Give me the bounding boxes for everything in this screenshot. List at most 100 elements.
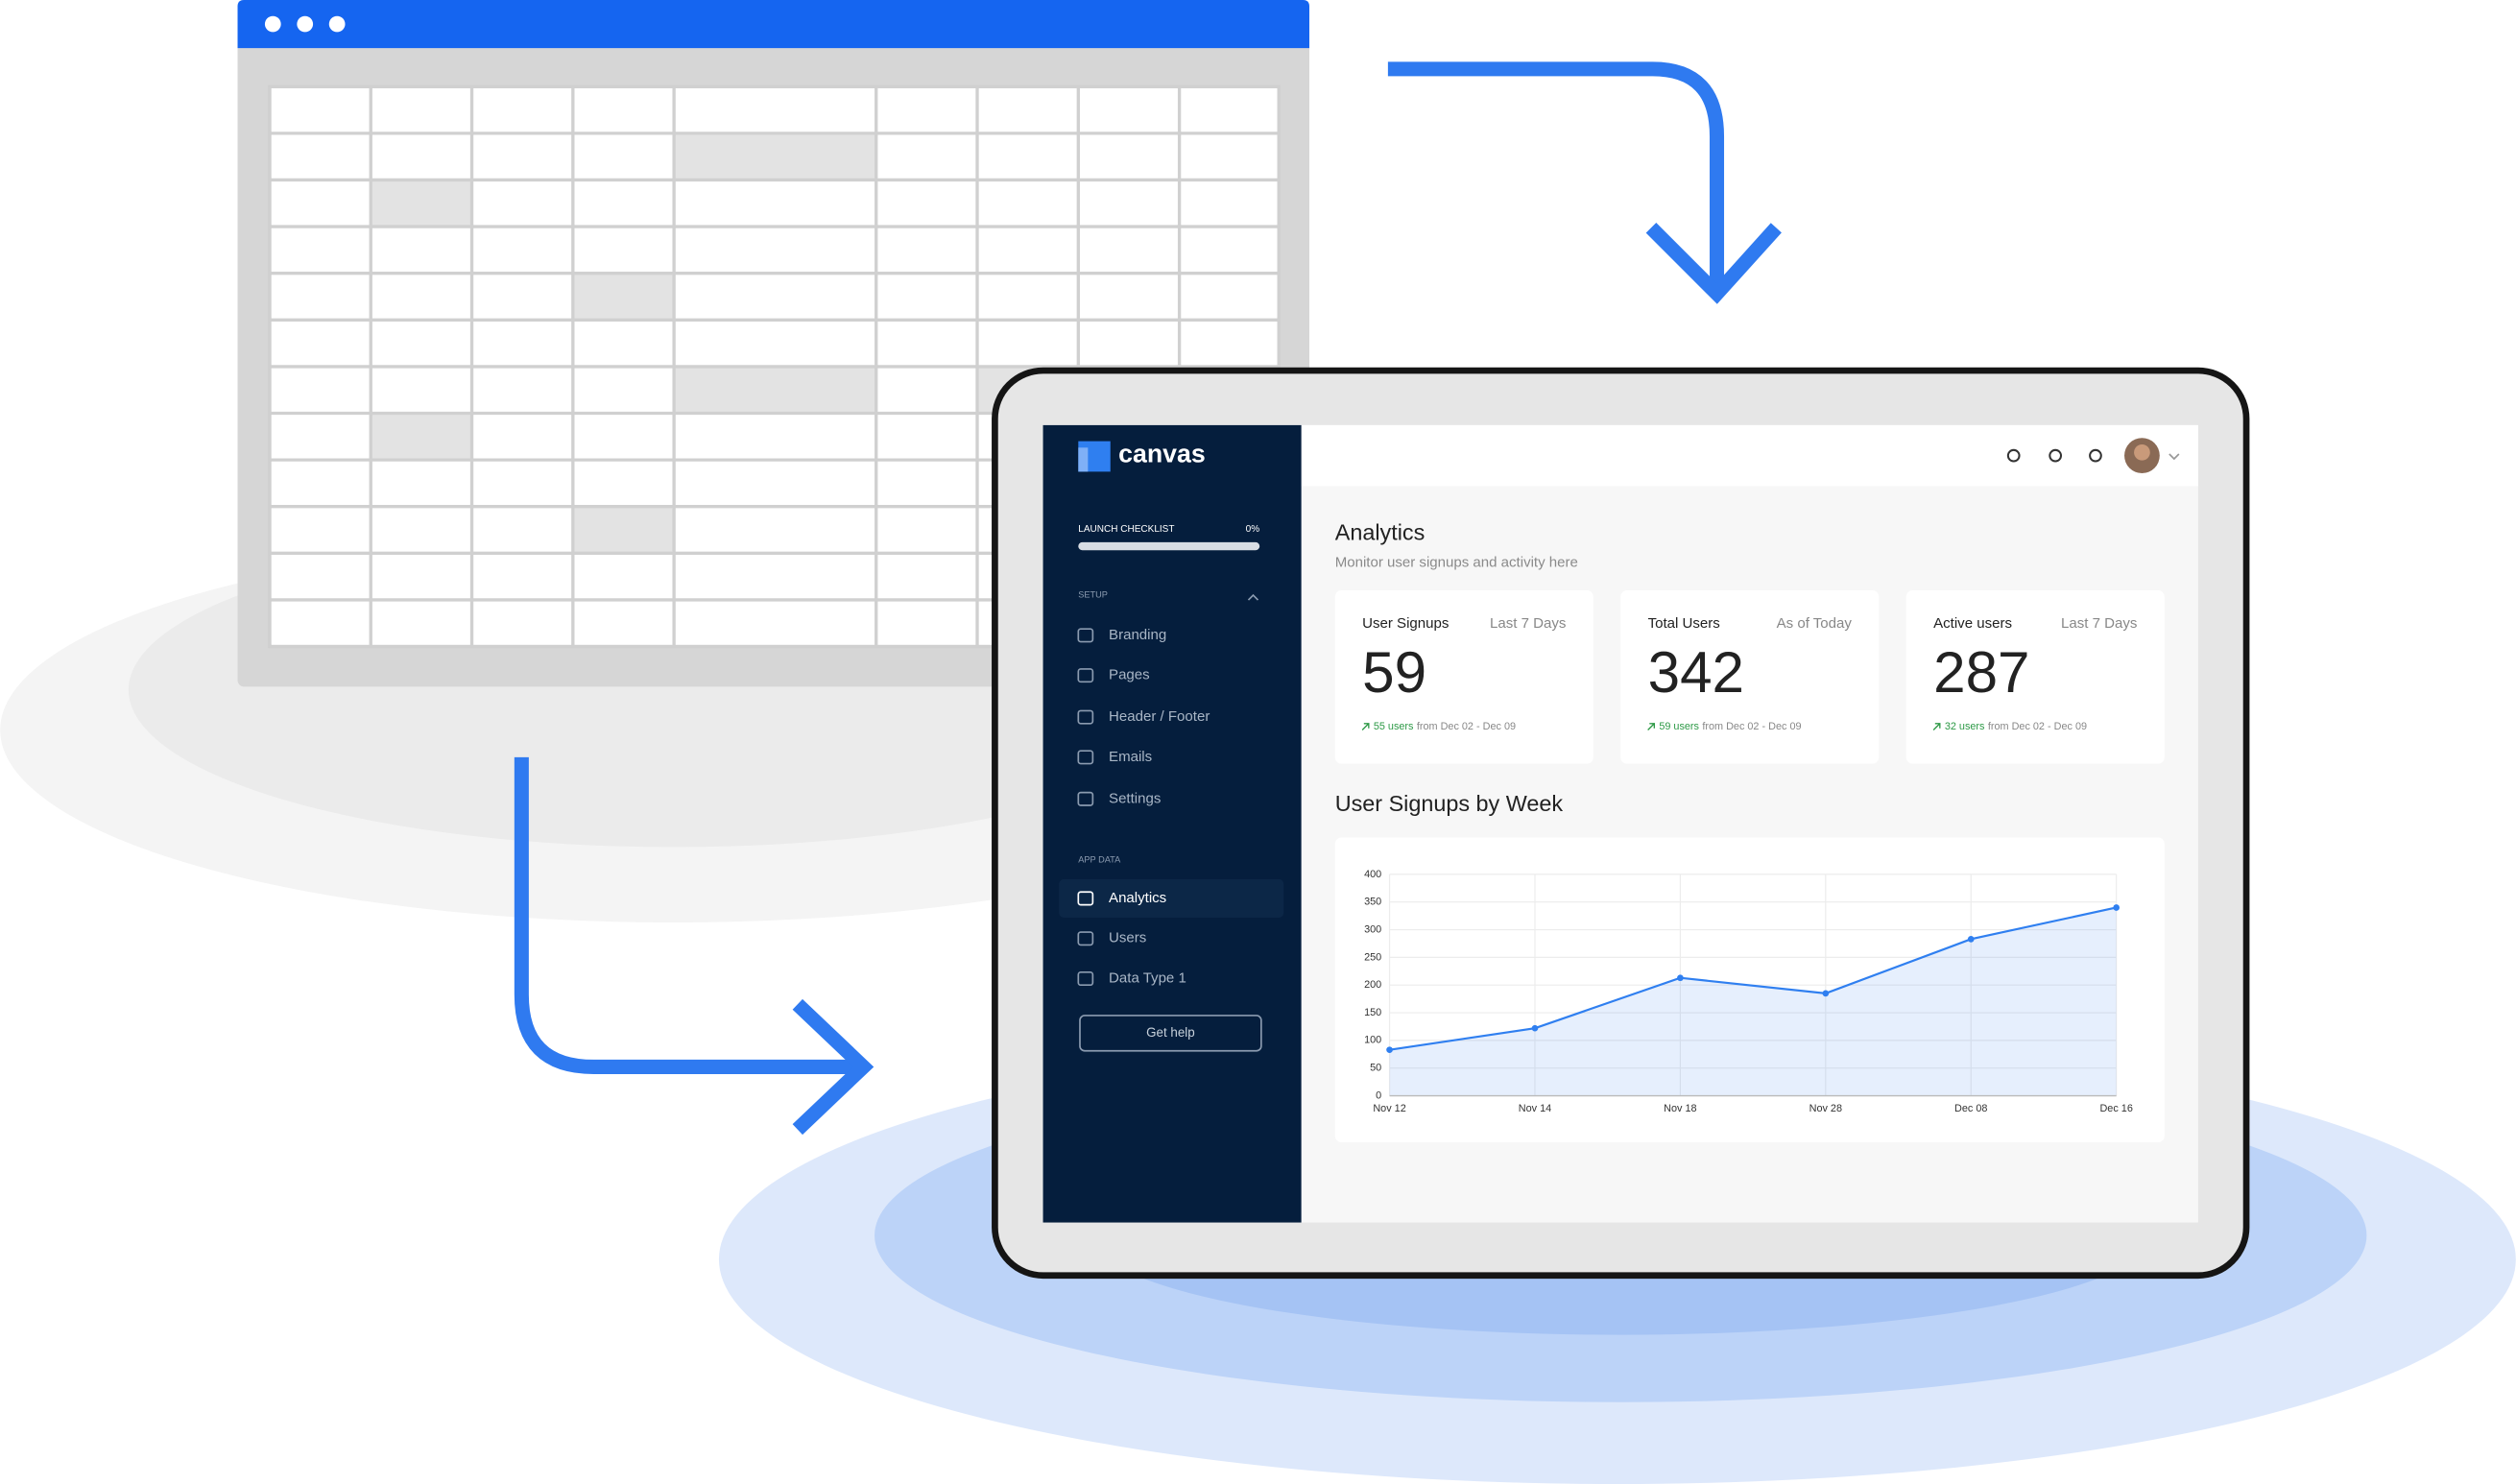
chart-card xyxy=(1334,837,2165,1143)
x-tick-label: Nov 12 xyxy=(1373,1103,1405,1114)
y-tick-label: 50 xyxy=(1370,1063,1381,1074)
nav-item[interactable]: Emails xyxy=(1109,749,1152,765)
nav-icon xyxy=(1077,971,1094,987)
sheet-cell xyxy=(371,413,472,461)
nav-item[interactable]: Settings xyxy=(1109,790,1161,806)
nav-item[interactable]: Pages xyxy=(1109,667,1150,683)
trend-icon xyxy=(1932,723,1941,730)
arrow-head xyxy=(1645,223,1782,304)
card-change: 32 users from Dec 02 - Dec 09 xyxy=(1945,721,2087,732)
change-note: from Dec 02 - Dec 09 xyxy=(1417,721,1516,732)
nav-item[interactable]: Branding xyxy=(1109,627,1166,643)
sheet-cell xyxy=(674,366,876,414)
sheet-cell xyxy=(572,273,675,321)
nav-item[interactable]: Users xyxy=(1109,930,1146,946)
nav-item[interactable]: Analytics xyxy=(1109,890,1166,906)
point xyxy=(1531,1024,1539,1032)
sheet-cell xyxy=(572,506,675,554)
logo-icon-cut xyxy=(1078,447,1089,472)
change-note: from Dec 02 - Dec 09 xyxy=(1988,721,2087,732)
card-value: 59 xyxy=(1362,640,1426,705)
top-bar xyxy=(1301,424,2198,487)
card-value: 287 xyxy=(1933,640,2029,705)
card-period: Last 7 Days xyxy=(1490,615,1566,632)
nav-icon xyxy=(1077,931,1094,946)
avatar-caret xyxy=(2169,453,2180,461)
nav-icon xyxy=(1077,750,1094,765)
help-button[interactable] xyxy=(1079,1015,1262,1052)
window-dot xyxy=(297,15,314,33)
card-value: 342 xyxy=(1648,640,1744,705)
y-tick-label: 0 xyxy=(1376,1089,1381,1101)
section-title: APP DATA xyxy=(1078,854,1121,864)
help-label[interactable]: Get help xyxy=(1146,1025,1195,1040)
trend-icon xyxy=(1361,723,1370,730)
arrow xyxy=(1387,61,1725,294)
checklist-progress: 0% xyxy=(1246,524,1260,535)
area xyxy=(1389,907,2117,1096)
point xyxy=(1677,974,1684,982)
chart-title: User Signups by Week xyxy=(1335,791,1564,816)
x-tick-label: Nov 28 xyxy=(1809,1103,1842,1114)
sheet-cell xyxy=(674,132,876,180)
card-period: As of Today xyxy=(1777,615,1853,632)
card-title: User Signups xyxy=(1362,615,1449,632)
card-period: Last 7 Days xyxy=(2061,615,2137,632)
card-title: Active users xyxy=(1933,615,2012,632)
arrow-head xyxy=(792,998,875,1136)
window-dot xyxy=(328,15,346,33)
point xyxy=(2113,904,2121,911)
section-title: SETUP xyxy=(1078,589,1108,599)
y-tick-label: 100 xyxy=(1364,1035,1381,1046)
x-tick-label: Dec 08 xyxy=(1954,1103,1987,1114)
change-value: 59 users xyxy=(1659,721,1699,732)
card-change: 55 users from Dec 02 - Dec 09 xyxy=(1374,721,1516,732)
x-tick-label: Dec 16 xyxy=(2099,1103,2132,1114)
collapse-icon xyxy=(1247,593,1259,601)
x-tick-label: Nov 14 xyxy=(1519,1103,1551,1114)
arrows xyxy=(514,61,1782,1136)
line xyxy=(1389,906,2117,1051)
change-note: from Dec 02 - Dec 09 xyxy=(1702,721,1801,732)
nav-item[interactable]: Header / Footer xyxy=(1109,708,1210,725)
nav-active xyxy=(1059,878,1284,919)
y-tick-label: 250 xyxy=(1364,951,1381,963)
nav-icon xyxy=(1077,791,1094,806)
y-tick-label: 300 xyxy=(1364,923,1381,935)
sheet-cell xyxy=(371,180,472,227)
toolbar-icon[interactable] xyxy=(2006,448,2021,463)
trend-icon xyxy=(1647,723,1655,730)
card-title: Total Users xyxy=(1648,615,1720,632)
window-dot xyxy=(264,15,281,33)
point xyxy=(1822,990,1830,997)
nav-icon xyxy=(1077,628,1094,643)
nav-icon xyxy=(1077,668,1094,683)
checklist-label: LAUNCH CHECKLIST xyxy=(1078,524,1174,535)
app: canvas LAUNCH CHECKLIST 0% SETUP Branding Pag… xyxy=(1059,438,2180,1143)
y-tick-label: 400 xyxy=(1364,869,1381,880)
y-tick-label: 350 xyxy=(1364,897,1381,908)
avatar-face xyxy=(2134,443,2150,461)
nav-icon xyxy=(1077,709,1094,725)
y-tick-label: 200 xyxy=(1364,979,1381,991)
page-title: Analytics xyxy=(1335,520,1426,545)
card-change: 59 users from Dec 02 - Dec 09 xyxy=(1659,721,1801,732)
nav-item[interactable]: Data Type 1 xyxy=(1109,969,1186,986)
y-tick-label: 150 xyxy=(1364,1007,1381,1018)
point xyxy=(1386,1046,1393,1054)
window-bar xyxy=(237,0,1309,49)
arrow xyxy=(514,756,864,1074)
toolbar-icon[interactable] xyxy=(2089,448,2102,463)
sidebar xyxy=(1042,424,1302,1223)
x-tick-label: Nov 18 xyxy=(1664,1103,1696,1114)
logo: canvas xyxy=(1118,440,1206,468)
progress-track xyxy=(1078,541,1260,551)
nav-icon xyxy=(1077,891,1094,906)
stat-card xyxy=(1905,590,2165,764)
toolbar-icon[interactable] xyxy=(2049,448,2063,463)
point xyxy=(1967,936,1975,943)
change-value: 32 users xyxy=(1945,721,1985,732)
stat-card xyxy=(1334,590,1593,764)
